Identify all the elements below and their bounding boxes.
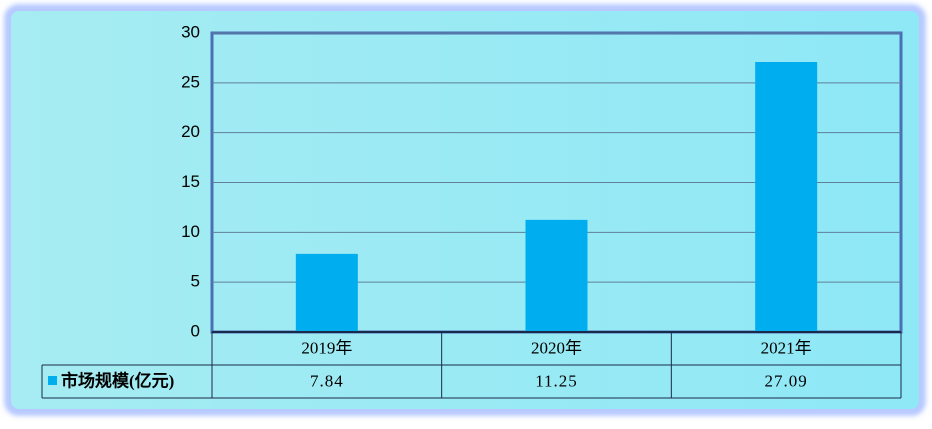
legend-label: 市场规模(亿元) [61, 370, 174, 390]
y-tick-label: 0 [191, 321, 200, 340]
y-tick-label: 10 [181, 222, 200, 241]
x-tick-label: 2019年 [301, 338, 352, 357]
y-tick-label: 15 [181, 172, 200, 191]
y-tick-label: 25 [181, 72, 200, 91]
legend-swatch [48, 376, 57, 385]
y-tick-label: 5 [191, 272, 200, 291]
bar [525, 219, 588, 332]
y-tick-label: 30 [181, 22, 200, 41]
table-value: 7.84 [310, 371, 344, 390]
x-tick-label: 2021年 [761, 338, 812, 357]
frame-glow [5, 5, 925, 415]
frame [9, 9, 921, 411]
bar [755, 62, 818, 333]
x-tick-label: 2020年 [531, 338, 582, 357]
y-tick-label: 20 [181, 122, 200, 141]
table-value: 11.25 [535, 371, 578, 390]
bar [295, 253, 358, 332]
table-value: 27.09 [765, 371, 808, 390]
